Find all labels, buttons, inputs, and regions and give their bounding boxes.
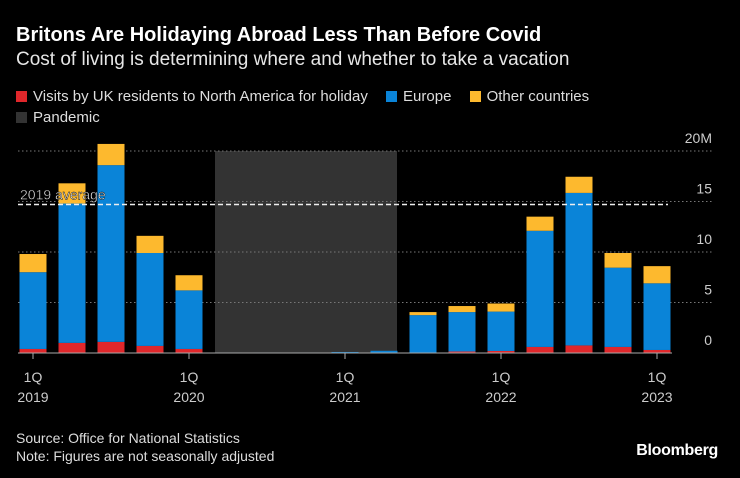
y-tick-label: 5 <box>704 282 712 298</box>
x-tick-quarter: 1Q <box>24 369 43 385</box>
source-note: Source: Office for National Statistics <box>16 430 240 446</box>
bar-europe-2019Q4 <box>136 253 164 346</box>
bar-europe-2022Q3 <box>565 192 593 346</box>
average-label: 2019 average <box>20 187 106 203</box>
x-tick-quarter: 1Q <box>336 369 355 385</box>
y-tick-label: 0 <box>704 332 712 348</box>
legend-other: Other countries <box>469 86 590 107</box>
y-tick-label: 20M <box>685 130 712 146</box>
bar-other-2019Q2 <box>58 183 86 204</box>
y-tick-label: 10 <box>696 231 712 247</box>
bar-europe-2021Q4 <box>448 312 476 352</box>
bar-north_america-2022Q4 <box>604 346 632 353</box>
legend-label: Visits by UK residents to North America … <box>33 88 368 105</box>
bar-north_america-2022Q1 <box>487 350 515 353</box>
x-tick-year: 2020 <box>173 389 204 405</box>
bar-europe-2019Q2 <box>58 203 86 343</box>
bar-other-2022Q4 <box>604 253 632 268</box>
legend-label: Europe <box>403 88 452 105</box>
bloomberg-logo: Bloomberg <box>636 442 718 459</box>
bar-north_america-2020Q1 <box>175 348 203 353</box>
bar-europe-2021Q2 <box>370 350 398 353</box>
bar-europe-2020Q1 <box>175 290 203 349</box>
bar-europe-2019Q3 <box>97 165 125 342</box>
figures-note: Note: Figures are not seasonally adjuste… <box>16 448 275 464</box>
bar-other-2019Q4 <box>136 235 164 254</box>
bar-north_america-2019Q3 <box>97 341 125 353</box>
bar-north_america-2022Q2 <box>526 346 554 353</box>
chart-title: Britons Are Holidaying Abroad Less Than … <box>16 24 542 46</box>
bar-europe-2021Q3 <box>409 315 437 353</box>
footnotes: Source: Office for National Statistics N… <box>16 429 274 465</box>
bar-other-2022Q3 <box>565 176 593 193</box>
legend-label: Other countries <box>486 88 590 105</box>
bar-north_america-2019Q2 <box>58 342 86 353</box>
x-tick-quarter: 1Q <box>180 369 199 385</box>
legend-label: Pandemic <box>33 109 100 126</box>
legend-swatch <box>16 91 27 102</box>
bar-europe-2022Q4 <box>604 267 632 347</box>
x-tick-quarter: 1Q <box>492 369 511 385</box>
legend-swatch <box>16 112 27 123</box>
legend-swatch <box>469 91 481 102</box>
bar-other-2021Q4 <box>448 306 476 313</box>
bar-other-2021Q3 <box>409 312 437 316</box>
bar-other-2023Q1 <box>643 266 671 284</box>
bar-north_america-2019Q1 <box>19 348 47 353</box>
bar-other-2022Q2 <box>526 216 554 231</box>
x-tick-year: 2021 <box>329 389 360 405</box>
legend-swatch <box>386 91 398 102</box>
bar-other-2020Q1 <box>175 275 203 291</box>
x-tick-year: 2023 <box>641 389 672 405</box>
bar-europe-2022Q1 <box>487 311 515 351</box>
x-tick-quarter: 1Q <box>648 369 667 385</box>
bar-europe-2021Q1 <box>331 351 359 353</box>
y-tick-label: 15 <box>696 181 712 197</box>
bar-north_america-2021Q4 <box>448 351 476 353</box>
bar-other-2019Q3 <box>97 143 125 166</box>
bar-other-2022Q1 <box>487 303 515 312</box>
legend-europe: Europe <box>386 86 451 107</box>
x-tick-year: 2019 <box>17 389 48 405</box>
legend: Visits by UK residents to North America … <box>16 86 716 128</box>
x-tick-year: 2022 <box>485 389 516 405</box>
bar-north_america-2022Q3 <box>565 345 593 353</box>
bar-europe-2019Q1 <box>19 272 47 349</box>
legend-pandemic: Pandemic <box>16 107 100 128</box>
bar-europe-2022Q2 <box>526 230 554 347</box>
bar-north_america-2023Q1 <box>643 349 671 353</box>
bar-north_america-2019Q4 <box>136 345 164 353</box>
bar-europe-2023Q1 <box>643 283 671 350</box>
chart-subtitle: Cost of living is determining where and … <box>16 49 570 70</box>
bar-other-2019Q1 <box>19 254 47 273</box>
legend-north-america: Visits by UK residents to North America … <box>16 86 368 107</box>
